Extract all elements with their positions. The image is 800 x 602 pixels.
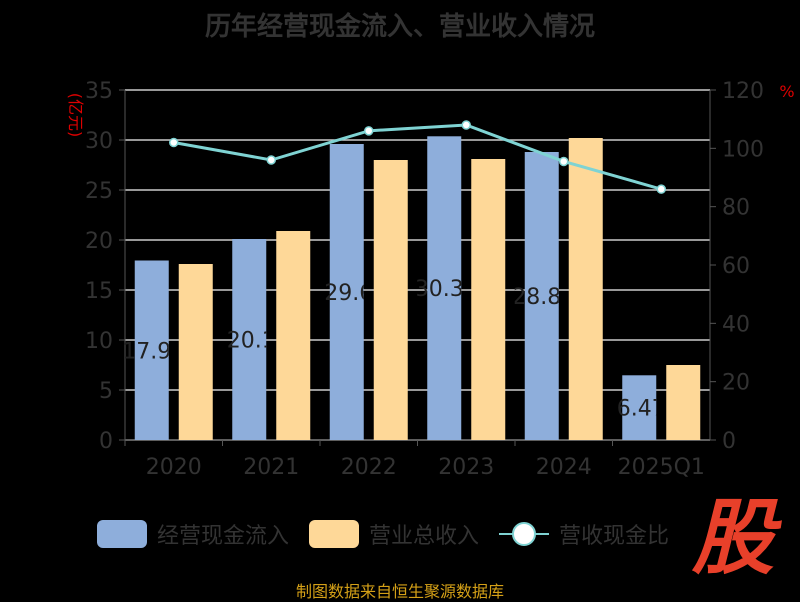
data-label: 17.95 bbox=[122, 339, 185, 364]
x-tick-label: 2022 bbox=[341, 455, 397, 480]
bar-revenue bbox=[373, 160, 408, 440]
legend-swatch bbox=[97, 520, 147, 548]
y-tick-label: 25 bbox=[85, 179, 113, 204]
y2-tick-label: 60 bbox=[722, 254, 750, 279]
bar-revenue bbox=[568, 138, 603, 440]
y-tick-label: 20 bbox=[85, 229, 113, 254]
bar-cash-inflow bbox=[134, 260, 169, 440]
bar-revenue bbox=[666, 365, 701, 440]
data-label: 6.47 bbox=[617, 397, 666, 422]
y2-tick-label: 100 bbox=[722, 137, 764, 162]
bar-revenue bbox=[471, 159, 506, 440]
legend-item-cash[interactable]: 经营现金流入 bbox=[97, 518, 289, 550]
logo: 股 bbox=[692, 491, 774, 586]
x-tick-label: 2023 bbox=[438, 455, 494, 480]
legend: 经营现金流入 营业总收入 营收现金比 bbox=[97, 518, 689, 550]
y-tick-label: 15 bbox=[85, 279, 113, 304]
legend-label: 营业总收入 bbox=[369, 524, 480, 549]
line-point bbox=[461, 120, 471, 130]
y-tick-label: 10 bbox=[85, 329, 113, 354]
bar-cash-inflow bbox=[427, 136, 462, 441]
y-tick-label: 30 bbox=[85, 129, 113, 154]
y-tick-label: 0 bbox=[99, 429, 113, 454]
bar-cash-inflow bbox=[232, 239, 267, 440]
bar-cash-inflow bbox=[329, 144, 364, 440]
y2-tick-label: 20 bbox=[722, 371, 750, 396]
data-label: 28.80 bbox=[512, 285, 575, 310]
x-tick-label: 2025Q1 bbox=[618, 455, 705, 480]
line-ratio bbox=[173, 123, 662, 191]
line-point bbox=[266, 155, 276, 165]
bar-cash-inflow bbox=[524, 152, 559, 440]
legend-swatch bbox=[309, 520, 360, 548]
legend-label: 经营现金流入 bbox=[157, 524, 290, 549]
y2-tick-label: 80 bbox=[722, 196, 750, 221]
bar-revenue bbox=[178, 264, 213, 440]
legend-item-revenue[interactable]: 营业总收入 bbox=[309, 518, 479, 550]
line-point bbox=[169, 137, 179, 148]
x-tick-label: 2024 bbox=[536, 455, 592, 480]
line-point bbox=[656, 184, 666, 194]
y2-tick-label: 120 bbox=[722, 79, 764, 104]
legend-label: 营收现金比 bbox=[559, 524, 670, 549]
legend-item-ratio[interactable]: 营收现金比 bbox=[499, 518, 669, 550]
y-axis-title: (亿元) bbox=[66, 93, 85, 138]
bar-revenue bbox=[276, 231, 311, 440]
y2-tick-label: 40 bbox=[722, 312, 750, 337]
data-label: 29.6 bbox=[324, 281, 373, 306]
line-point bbox=[364, 126, 374, 136]
y-tick-label: 5 bbox=[99, 379, 113, 404]
line-point bbox=[559, 156, 569, 167]
data-label: 20.1 bbox=[227, 329, 276, 354]
chart-title: 历年经营现金流入、营业收入情况 bbox=[204, 12, 595, 42]
data-label: 30.37 bbox=[415, 277, 478, 302]
y-tick-label: 35 bbox=[85, 79, 113, 104]
legend-line-marker-icon bbox=[499, 522, 550, 546]
bar-cash-inflow bbox=[622, 375, 657, 440]
x-tick-label: 2021 bbox=[243, 455, 299, 480]
x-tick-label: 2020 bbox=[146, 455, 202, 480]
y2-tick-label: 0 bbox=[722, 429, 736, 454]
source-note: 制图数据来自恒生聚源数据库 bbox=[295, 582, 504, 601]
y2-axis-title: % bbox=[779, 82, 794, 101]
